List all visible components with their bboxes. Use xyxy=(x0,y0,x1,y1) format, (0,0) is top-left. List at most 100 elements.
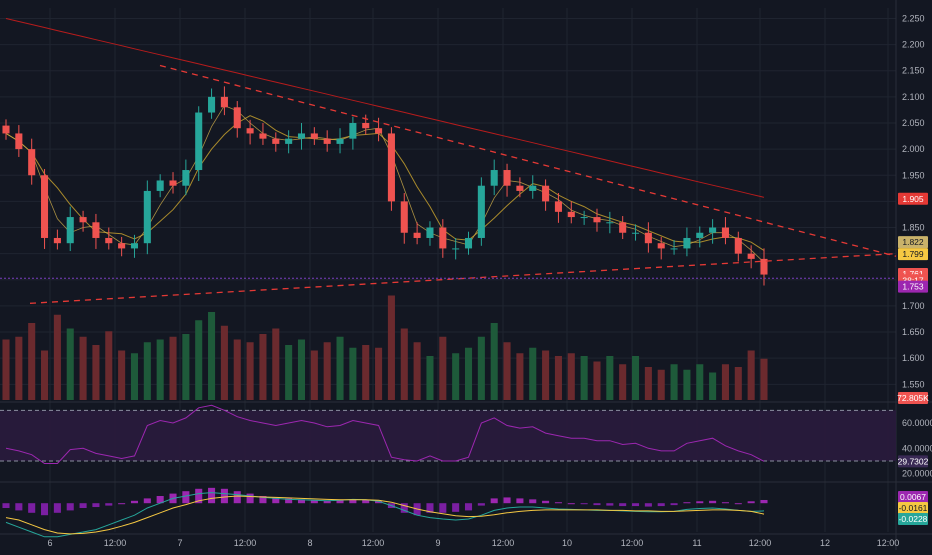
volume-bar xyxy=(15,336,23,400)
price-tick-label: 1.850 xyxy=(902,223,925,233)
macd-histogram-bar xyxy=(362,499,370,504)
volume-bar xyxy=(66,328,74,400)
macd-histogram-bar xyxy=(464,503,473,511)
volume-bar xyxy=(336,336,344,400)
volume-bar xyxy=(220,325,228,400)
macd-histogram-bar xyxy=(246,493,254,504)
macd-histogram-bar xyxy=(285,498,293,504)
candle-body xyxy=(529,185,537,191)
volume-bar xyxy=(246,342,254,400)
volume-bar xyxy=(747,350,755,400)
candle-body xyxy=(516,185,524,191)
price-badge: 1.905 xyxy=(902,194,924,204)
candle-body xyxy=(246,128,254,134)
time-tick-label: 6 xyxy=(47,538,52,548)
macd-histogram-bar xyxy=(452,503,460,512)
candle-body xyxy=(272,138,280,144)
volume-bar xyxy=(41,350,49,400)
candle-body xyxy=(375,128,383,134)
rsi-tick-label: 20.0000 xyxy=(902,469,932,479)
macd-histogram-bar xyxy=(619,503,627,507)
candle-body xyxy=(259,133,267,139)
signal-line xyxy=(5,495,765,535)
candle-body xyxy=(721,227,729,238)
candle-body xyxy=(130,243,139,249)
time-axis[interactable]: 6 12:00 7 12:00 8 12:00 9 12:00 10 12:00 11 12:00 12… xyxy=(47,538,899,548)
price-badge: 1.799 xyxy=(902,249,924,259)
volume-bar xyxy=(696,364,704,400)
volume-bar xyxy=(490,323,498,400)
candle-body xyxy=(349,122,357,139)
volume-bar xyxy=(169,336,177,400)
volume-bar xyxy=(400,328,408,400)
volume-badge: 72.805K xyxy=(897,393,929,403)
volume-bar xyxy=(580,356,588,400)
candle-body xyxy=(220,96,228,108)
volume-bar xyxy=(529,347,537,400)
macd-histogram-bar xyxy=(195,488,203,504)
candle-body xyxy=(387,133,395,202)
candle-body xyxy=(66,217,74,244)
candle-body xyxy=(336,138,344,144)
candle-body xyxy=(323,138,331,144)
volume-bar xyxy=(156,339,164,400)
volume-bar xyxy=(297,339,306,400)
rsi-panel xyxy=(0,404,896,464)
macd-histogram-bar xyxy=(323,500,331,504)
volume-bar xyxy=(259,334,267,400)
candle-body xyxy=(554,201,562,212)
candle-body xyxy=(747,253,755,259)
candle-body xyxy=(580,217,588,219)
volume-bar xyxy=(760,358,768,400)
volume-bar xyxy=(2,339,10,400)
volume-bar xyxy=(464,347,473,400)
candle-body xyxy=(644,232,652,244)
macd-histogram-bar xyxy=(529,499,537,504)
volume-bar xyxy=(709,372,717,400)
candle-body xyxy=(567,211,575,218)
volume-bar xyxy=(195,320,203,400)
price-badge-bg xyxy=(898,280,928,293)
price-tick-label: 2.150 xyxy=(902,66,925,76)
time-tick-label: 11 xyxy=(692,538,701,548)
macd-histogram-bar xyxy=(657,503,665,507)
trendlines[interactable] xyxy=(0,64,897,304)
macd-histogram-bar xyxy=(670,503,678,506)
candle-body xyxy=(657,243,665,249)
macd-badge-bg xyxy=(898,491,928,503)
volume-badge-bg xyxy=(898,392,928,404)
time-tick-label: 8 xyxy=(307,538,312,548)
volume-bar xyxy=(721,364,729,400)
candle-body xyxy=(118,243,126,249)
volume-bar xyxy=(105,331,113,400)
candle-body xyxy=(631,232,640,234)
fast-moving-average xyxy=(5,115,765,251)
macd-histogram-bar xyxy=(760,499,768,504)
price-badge: 1.822 xyxy=(902,237,924,247)
candle-body xyxy=(426,227,434,238)
time-tick-label: 7 xyxy=(177,538,182,548)
volume-bar xyxy=(387,295,395,400)
volume-bar xyxy=(182,334,190,400)
macd-histogram-bar xyxy=(272,497,280,504)
candle-body xyxy=(400,201,408,233)
price-badge: 1.761 xyxy=(902,269,924,279)
macd-histogram-bar xyxy=(426,503,434,513)
candle-body xyxy=(439,227,447,249)
price-tick-label: 2.100 xyxy=(902,92,925,102)
volume-bar xyxy=(118,350,126,400)
macd-histogram-bar xyxy=(259,496,267,504)
candle-body xyxy=(285,138,293,144)
candle-body xyxy=(310,133,318,139)
volume-bars xyxy=(2,295,768,400)
macd-badge: -0.0228 xyxy=(899,514,928,524)
candle-body xyxy=(28,149,36,176)
macd-panel xyxy=(2,487,768,538)
rsi-band xyxy=(0,410,896,461)
candle-body xyxy=(143,190,151,244)
volume-bar xyxy=(92,345,100,400)
price-tick-label: 1.700 xyxy=(902,301,925,311)
